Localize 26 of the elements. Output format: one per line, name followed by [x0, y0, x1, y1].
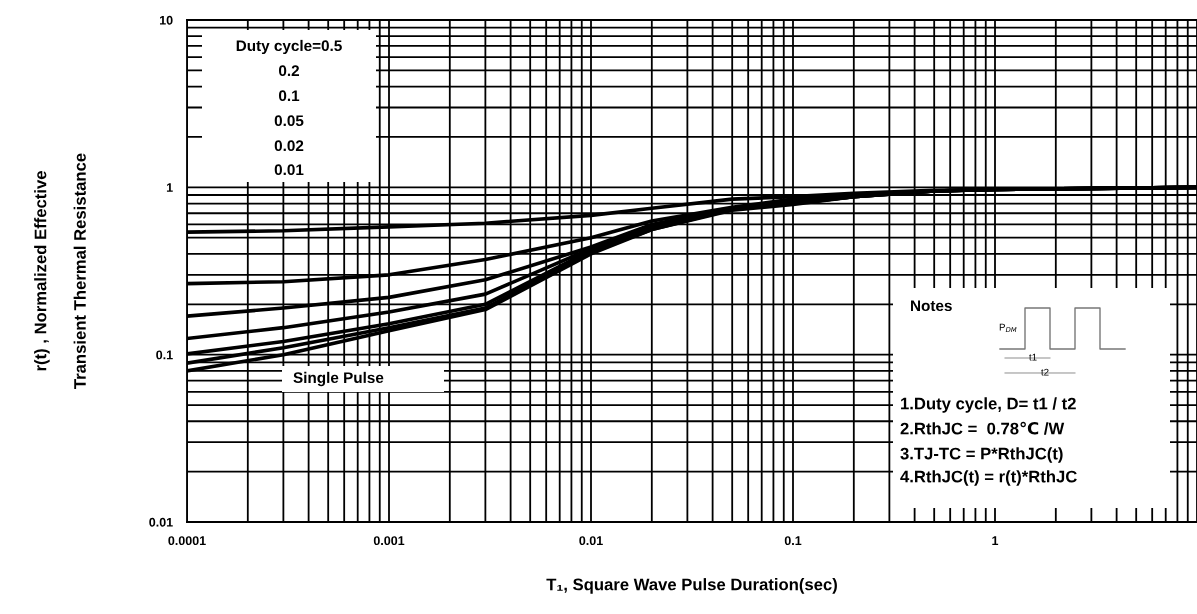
text: r(t) , Normalized Effective Transient Thermal Resistance: [34, 153, 86, 389]
y-tick-label: 1: [166, 183, 173, 192]
x-tick-label: 0.1: [784, 536, 802, 546]
annotation: 2.RthJC = 0.78℃ /W: [900, 421, 1065, 435]
y-tick-label: 0.1: [156, 350, 173, 360]
annotation: t1: [1029, 353, 1037, 361]
annotation: t2: [1041, 368, 1049, 376]
annotation: 0.01: [274, 164, 304, 176]
annotation: 3.TJ-TC = P*RthJC(t): [900, 447, 1063, 463]
annotation: Single Pulse: [293, 371, 384, 387]
annotation: P$_{DM}$: [999, 323, 1017, 333]
x-tick-label: 0.0001: [168, 536, 206, 546]
y-tick-label: 0.01: [149, 517, 173, 527]
x-axis-title: T₁, Square Wave Pulse Duration(sec): [546, 578, 837, 594]
x-tick-label: 0.01: [579, 536, 603, 546]
annotation: 0.02: [274, 140, 304, 152]
annotation: 0.05: [274, 115, 304, 127]
x-tick-label: 1: [992, 536, 999, 545]
annotation: 4.RthJC(t) = r(t)*RthJC: [900, 470, 1077, 486]
annotation: 1.Duty cycle, D= t1 / t2: [901, 397, 1076, 413]
annotation: Duty cycle=0.5: [236, 39, 342, 55]
annotation: Notes: [911, 300, 952, 312]
annotation: 0.2: [278, 65, 300, 77]
y-tick-label: 10: [160, 15, 173, 25]
x-tick-label: 0.001: [373, 536, 405, 546]
annotation: 0.1: [278, 90, 300, 102]
